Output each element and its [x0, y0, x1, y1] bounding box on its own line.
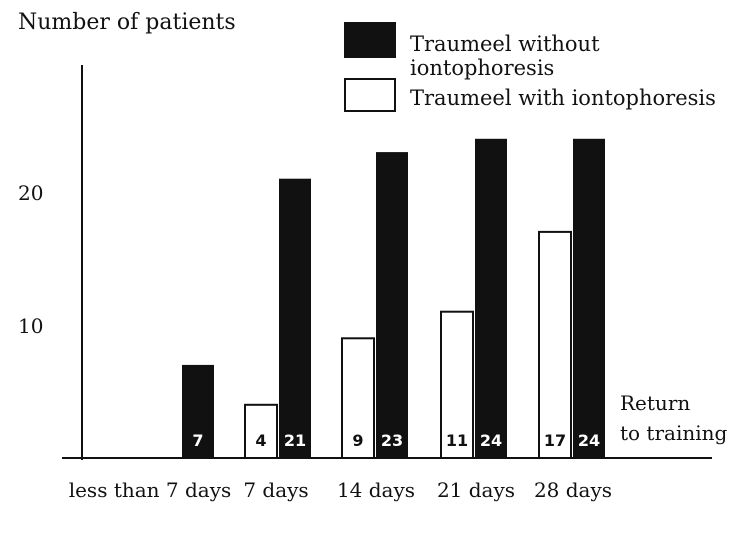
- bar-label-with-4: 17: [544, 431, 566, 450]
- annotation-line-1: Return: [620, 391, 691, 415]
- x-tick-label-3: 21 days: [437, 478, 515, 502]
- bar-with-2: [341, 337, 375, 459]
- annotation-line-2: to training: [620, 421, 728, 445]
- bar-label-without-0: 7: [192, 431, 203, 450]
- bar-with-1: [244, 403, 278, 459]
- y-tick-label-20: 20: [18, 181, 43, 205]
- bar-label-without-3: 24: [480, 431, 502, 450]
- bar-with-3: [440, 310, 474, 460]
- chart-title: Number of patients: [18, 10, 236, 35]
- y-tick-label-10: 10: [18, 314, 43, 338]
- bar-without-2: [376, 152, 408, 458]
- return-to-training-annotation: Return to training: [620, 388, 727, 448]
- bar-without-1: [279, 178, 311, 458]
- bar-label-with-3: 11: [446, 431, 468, 450]
- bar-label-without-2: 23: [381, 431, 403, 450]
- legend-label-without: Traumeel without iontophoresis: [410, 32, 600, 80]
- x-tick-label-4: 28 days: [534, 478, 612, 502]
- x-tick-label-2: 14 days: [337, 478, 415, 502]
- x-tick-label-1: 7 days: [243, 478, 308, 502]
- x-tick-label-0: less than 7 days: [69, 478, 232, 502]
- bar-label-without-4: 24: [578, 431, 600, 450]
- bar-with-4: [538, 230, 572, 459]
- bar-label-with-1: 4: [255, 431, 266, 450]
- bar-without-3: [475, 138, 507, 459]
- bar-without-0: [182, 364, 214, 458]
- bar-without-4: [573, 138, 605, 459]
- bar-label-without-1: 21: [284, 431, 306, 450]
- legend-swatch-without: [344, 22, 396, 58]
- legend-label-with: Traumeel with iontophoresis: [410, 86, 716, 110]
- legend-swatch-with: [344, 78, 396, 112]
- bar-label-with-2: 9: [352, 431, 363, 450]
